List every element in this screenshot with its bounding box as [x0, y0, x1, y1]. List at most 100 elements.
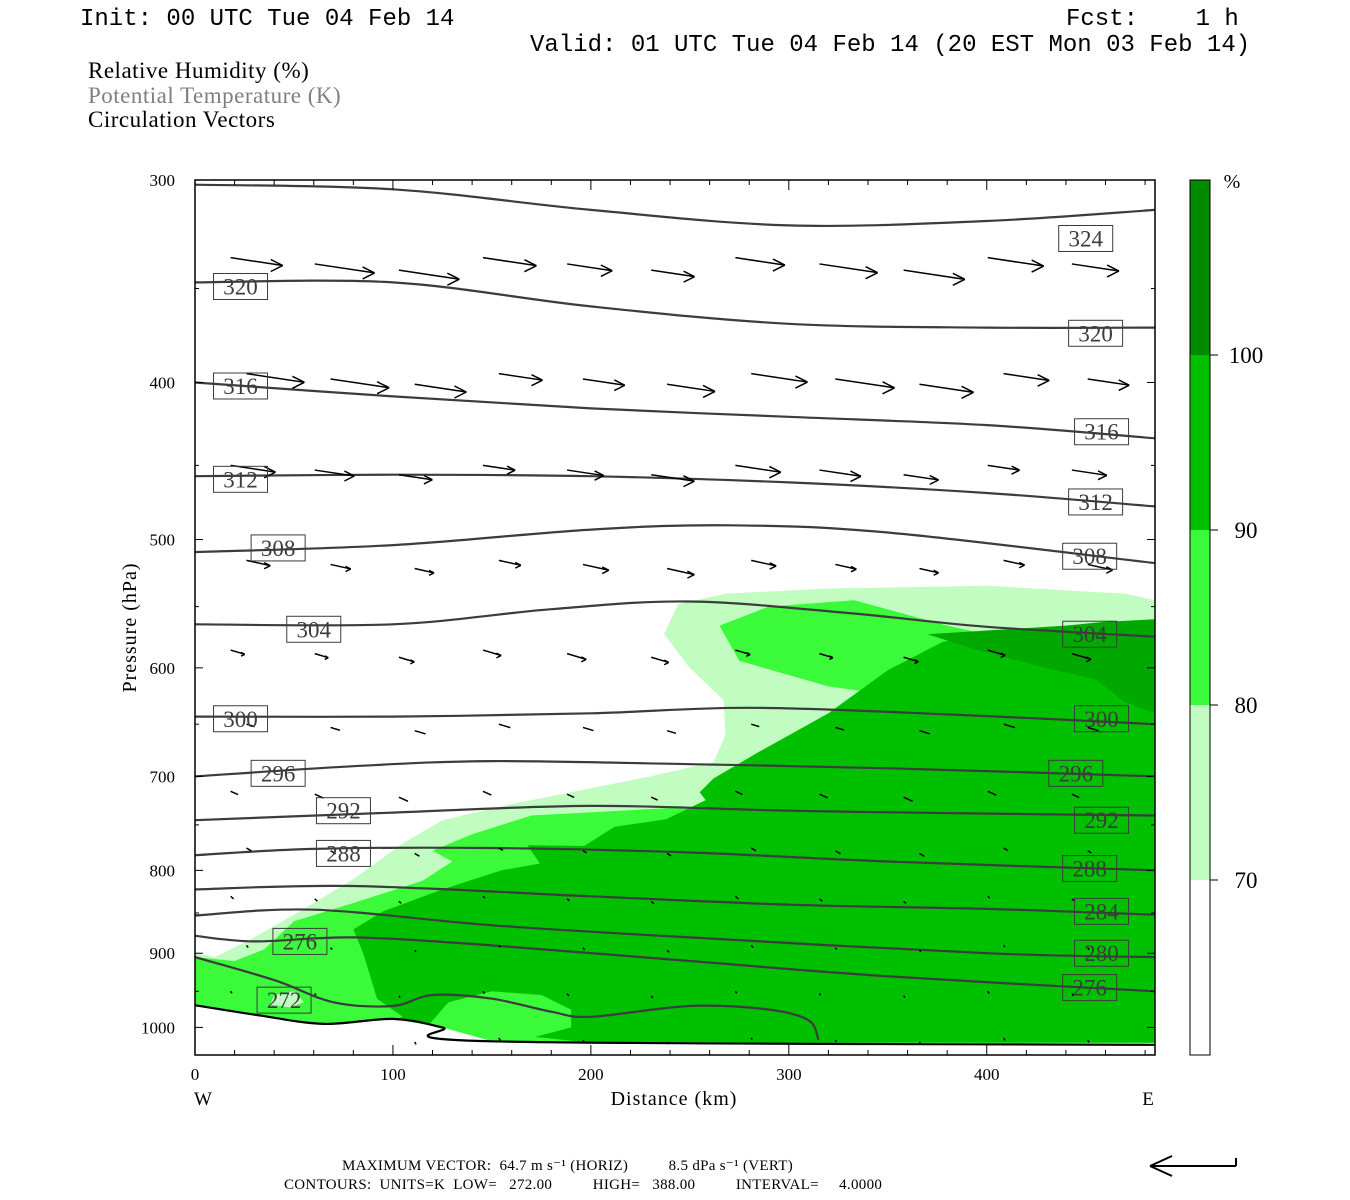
circulation-vector [330, 947, 333, 950]
circulation-vector [246, 723, 255, 728]
vector-shaft [230, 990, 233, 994]
vector-shaft [987, 464, 1020, 471]
vector-head [1031, 259, 1044, 273]
vector-shaft [498, 847, 504, 852]
vector-head [496, 652, 502, 659]
vector-shaft [414, 1041, 417, 1045]
colorbar-bin-100 [1190, 180, 1210, 355]
circulation-vector [1071, 993, 1075, 997]
colorbar-tick-label: 90 [1235, 518, 1258, 543]
theta-label-box [213, 465, 269, 493]
vector-shaft [666, 383, 716, 393]
circulation-vector [314, 263, 375, 280]
circulation-vector [566, 652, 587, 663]
y-tick-label: 500 [150, 531, 176, 550]
vector-shaft [582, 850, 587, 854]
circulation-vector [566, 898, 570, 902]
theta-contour-320 [195, 279, 1155, 329]
circulation-vector [1071, 793, 1080, 799]
circulation-vector [918, 1041, 922, 1045]
theta-contour-276 [195, 934, 1155, 993]
circulation-vector [919, 383, 974, 400]
x-tick-label: 300 [776, 1065, 802, 1084]
vector-shaft [818, 993, 822, 996]
vector-shaft [1071, 898, 1075, 902]
theta-label-276: 276 [272, 927, 328, 955]
theta-label-box [1062, 855, 1118, 883]
circulation-vector [750, 1037, 753, 1041]
circulation-vector [666, 949, 670, 953]
colorbar-bin-90 [1190, 355, 1210, 530]
vector-shaft [750, 944, 754, 949]
vector-head [1097, 470, 1108, 481]
vector-head [772, 258, 786, 272]
init-time: Init: 00 UTC Tue 04 Feb 14 [80, 6, 455, 33]
vector-shaft [566, 793, 575, 799]
vector-shaft [1003, 944, 1006, 948]
circulation-vector [819, 652, 834, 661]
vector-head [683, 475, 695, 488]
theta-label-296: 296 [1048, 759, 1104, 787]
theta-label-292: 292 [315, 797, 371, 825]
theta-label-box [1062, 620, 1118, 648]
circulation-vector [750, 944, 754, 949]
circulation-vector [650, 900, 655, 905]
vector-head [1118, 379, 1130, 392]
vector-shaft [819, 263, 878, 274]
vector-shaft [666, 852, 672, 857]
colorbar-unit-label: % [1224, 171, 1241, 193]
theta-label-box [1074, 806, 1130, 834]
x-tick-label: 400 [974, 1065, 1000, 1084]
circulation-vector [750, 847, 757, 852]
rh-region-80 [426, 991, 572, 1040]
valid-time: Valid: 01 UTC Tue 04 Feb 14 (20 EST Mon … [530, 32, 1251, 59]
vector-shaft [414, 383, 467, 393]
theta-label-276: 276 [1062, 974, 1118, 1002]
vector-shaft [834, 947, 838, 951]
circulation-vector [398, 995, 401, 999]
vector-shaft [750, 1037, 753, 1041]
circulation-vector [567, 469, 605, 481]
forecast-hour: Fcst: 1 h [1066, 6, 1239, 33]
vector-shaft [414, 852, 420, 857]
theta-label-text: 320 [1078, 321, 1113, 346]
vector-shaft [666, 1041, 669, 1045]
circulation-vector [987, 790, 997, 796]
circulation-vector [751, 559, 777, 570]
theta-contour-296 [195, 759, 1155, 778]
plot-frame [194, 179, 1156, 1056]
theta-label-box [213, 272, 269, 300]
circulation-vector [834, 850, 841, 855]
rh-region-100 [927, 619, 1155, 714]
circulation-vector [398, 473, 433, 485]
vector-shaft [919, 729, 931, 735]
vector-shaft [582, 563, 610, 571]
colorbar-bin-80 [1190, 530, 1210, 705]
vector-shaft [750, 723, 760, 728]
circulation-vector [482, 649, 502, 659]
theta-label-box [1068, 488, 1124, 516]
circulation-vector [482, 790, 492, 796]
theta-label-text: 276 [1072, 976, 1107, 1001]
vector-shaft [398, 900, 402, 904]
vector-shaft [1087, 378, 1130, 386]
theta-label-text: 284 [1084, 899, 1119, 924]
circulation-vector [818, 898, 823, 902]
circulation-vector [314, 652, 329, 661]
theta-label-300: 300 [213, 705, 269, 733]
circulation-vector [666, 729, 677, 735]
theta-label-304: 304 [1062, 620, 1118, 648]
vector-head [952, 272, 966, 287]
vector-shaft [482, 464, 516, 471]
circulation-vector [666, 383, 716, 399]
vector-shaft [835, 726, 845, 731]
theta-label-296: 296 [250, 759, 306, 787]
theta-label-288: 288 [1062, 855, 1118, 883]
vector-shaft [987, 895, 991, 899]
circulation-vector-layer [230, 256, 1130, 1045]
vector-shaft [651, 473, 695, 482]
circulation-vector [482, 256, 537, 273]
circulation-vector [1087, 378, 1130, 392]
theta-label-text: 272 [267, 988, 302, 1013]
vector-head [594, 470, 605, 481]
